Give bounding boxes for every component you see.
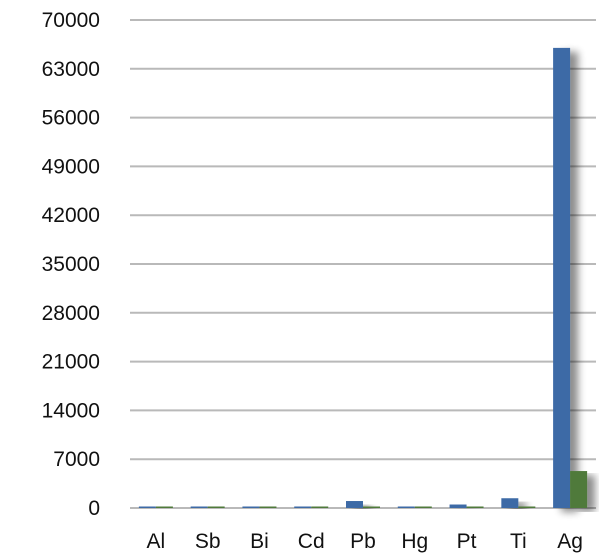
bar-cd-series-2 (311, 506, 329, 508)
bar-pt-series-2 (466, 506, 484, 508)
bar-cd-series-1 (294, 506, 312, 508)
y-tick-label: 70000 (42, 9, 100, 32)
bar-hg-series-2 (414, 506, 432, 508)
x-tick-label: Ti (510, 530, 527, 553)
bar-al-series-2 (155, 506, 173, 508)
bar-pb-series-1 (346, 501, 363, 508)
y-tick-label: 56000 (42, 107, 100, 130)
bar-bi-series-2 (259, 506, 277, 508)
y-tick-label: 0 (88, 497, 100, 520)
bar-ag-series-1 (553, 47, 571, 509)
x-tick-label: Sb (195, 530, 221, 553)
x-tick-label: Pb (350, 530, 376, 553)
bar-bi-series-1 (242, 506, 260, 508)
bar-sb-series-1 (190, 506, 208, 508)
y-tick-label: 49000 (42, 155, 100, 178)
y-tick-label: 28000 (42, 302, 100, 325)
y-tick-label: 63000 (42, 58, 100, 81)
y-tick-label: 42000 (42, 204, 100, 227)
bar-sb-series-2 (207, 506, 225, 508)
x-tick-label: Hg (401, 530, 428, 553)
y-axis-ticks: 0 7000 14000 21000 28000 35000 42000 49000 56000… (42, 9, 100, 520)
bar-ti-series-2 (518, 506, 536, 508)
x-tick-label: Pt (457, 530, 477, 553)
bars (138, 47, 588, 509)
gridlines (130, 19, 596, 509)
x-tick-label: Ag (557, 530, 583, 553)
y-tick-label: 7000 (53, 448, 100, 471)
bar-al-series-1 (138, 506, 156, 508)
x-tick-label: Cd (298, 530, 325, 553)
y-tick-label: 35000 (42, 253, 100, 276)
x-tick-label: Al (147, 530, 166, 553)
x-tick-label: Bi (250, 530, 269, 553)
bar-ti-series-1 (501, 498, 519, 508)
x-axis-ticks: Al Sb Bi Cd Pb Hg Pt Ti Ag (147, 530, 583, 553)
bar-pb-series-2 (363, 506, 380, 508)
bar-ag-series-2 (570, 471, 588, 508)
y-tick-label: 21000 (42, 351, 100, 374)
bar-pt-series-1 (449, 504, 467, 508)
bar-hg-series-1 (397, 506, 415, 508)
y-tick-label: 14000 (42, 399, 100, 422)
